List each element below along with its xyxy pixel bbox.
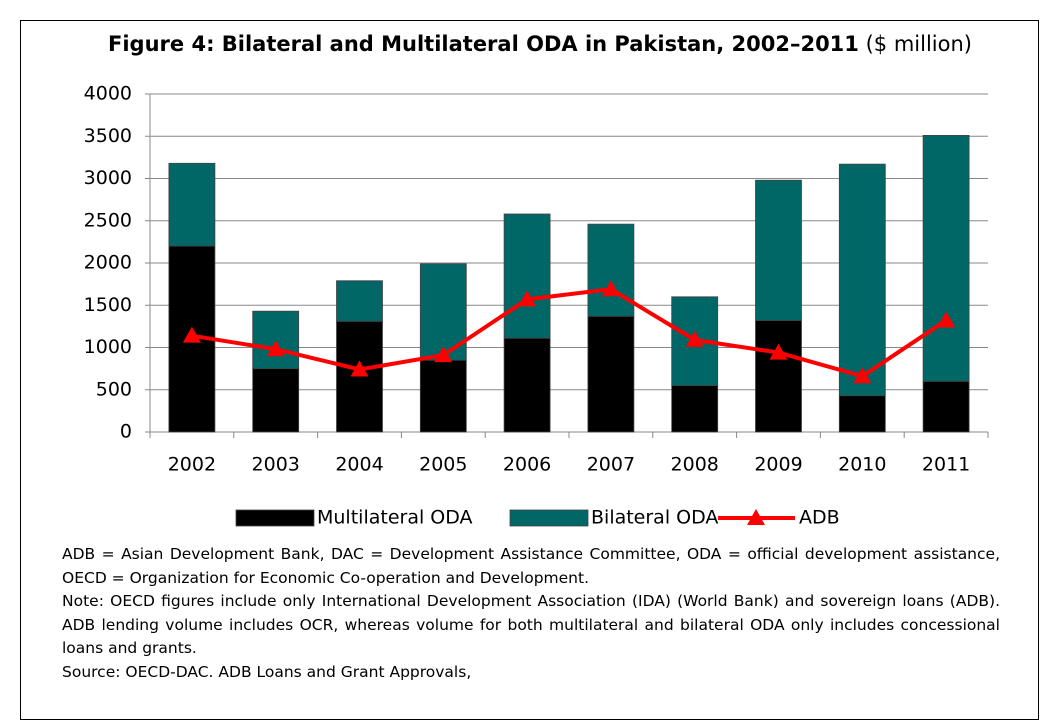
x-tick-label: 2008: [671, 454, 719, 476]
title-unit: ($ million): [866, 32, 972, 56]
bar-segment: [838, 163, 886, 397]
bar-segment: [168, 162, 216, 247]
y-tick-label: 4000: [84, 83, 132, 105]
bar-segment: [503, 213, 551, 339]
bar-segment: [336, 280, 383, 322]
x-tick-label: 2011: [922, 454, 970, 476]
legend-marker: [747, 509, 765, 525]
x-tick-label: 2005: [419, 454, 467, 476]
note: ADB = Asian Development Bank, DAC = Deve…: [62, 545, 1000, 587]
line-marker: [182, 326, 201, 343]
x-tick-label: 2003: [252, 454, 300, 476]
bar-segment: [419, 359, 467, 433]
bar-segment: [755, 179, 802, 321]
y-tick-label: 1500: [84, 294, 132, 316]
x-tick-label: 2006: [503, 454, 551, 476]
line-marker: [350, 360, 369, 377]
y-tick-label: 3500: [84, 125, 132, 147]
bar-segment: [671, 385, 719, 433]
legend-label: ADB: [799, 507, 840, 529]
x-tick-label: 2009: [754, 454, 802, 476]
chart: Figure 4: Bilateral and Multilateral ODA…: [84, 32, 989, 529]
chart-title: Figure 4: Bilateral and Multilateral ODA…: [108, 32, 972, 56]
y-tick-label: 0: [120, 421, 132, 443]
line-marker: [937, 311, 956, 328]
x-tick-label: 2004: [335, 454, 383, 476]
bar-segment: [503, 337, 551, 433]
bar-segment: [922, 135, 970, 382]
line-marker: [853, 367, 872, 384]
y-tick-label: 500: [96, 378, 132, 400]
bar-segment: [755, 320, 802, 433]
line-marker: [685, 330, 704, 347]
line-marker: [518, 290, 537, 307]
legend-swatch: [509, 509, 589, 527]
title-main: Figure 4: Bilateral and Multilateral ODA…: [108, 32, 859, 56]
bar-segment: [587, 315, 635, 433]
bar-segment: [252, 310, 300, 370]
x-tick-label: 2007: [587, 454, 635, 476]
y-tick-label: 3000: [84, 167, 132, 189]
bar-segment: [922, 380, 970, 433]
x-tick-label: 2002: [168, 454, 216, 476]
y-tick-label: 2000: [84, 252, 132, 274]
bar-segment: [838, 395, 886, 433]
y-tick-label: 2500: [84, 209, 132, 231]
x-tick-label: 2010: [838, 454, 886, 476]
bar-segment: [587, 223, 635, 317]
bar-segment: [336, 320, 383, 433]
bar-segment: [252, 368, 300, 433]
legend-swatch: [235, 509, 315, 527]
note: Note: OECD figures include only Internat…: [62, 592, 1000, 657]
note: Source: OECD-DAC. ADB Loans and Grant Ap…: [62, 662, 472, 681]
legend-label: Multilateral ODA: [317, 507, 473, 529]
line-marker: [266, 340, 285, 357]
notes: ADB = Asian Development Bank, DAC = Deve…: [62, 543, 1000, 684]
line-marker: [434, 346, 453, 363]
legend-label: Bilateral ODA: [591, 507, 718, 529]
line-marker: [769, 343, 788, 360]
line-marker: [601, 280, 620, 297]
y-tick-label: 1000: [84, 336, 132, 358]
line: [191, 287, 948, 379]
